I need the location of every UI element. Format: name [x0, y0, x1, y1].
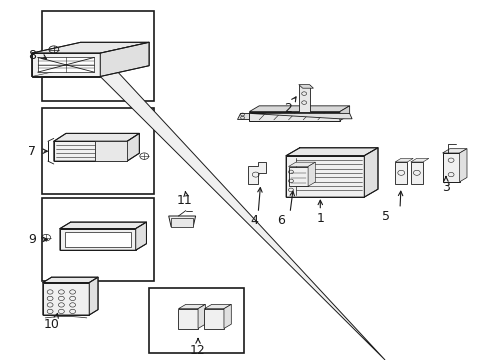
Text: 3: 3	[441, 181, 449, 194]
Text: 1: 1	[316, 212, 324, 225]
Polygon shape	[285, 148, 377, 156]
Polygon shape	[204, 304, 231, 309]
Polygon shape	[459, 149, 466, 182]
Polygon shape	[198, 304, 205, 328]
Polygon shape	[249, 113, 351, 119]
Polygon shape	[54, 141, 127, 161]
Polygon shape	[95, 141, 127, 161]
Polygon shape	[224, 304, 231, 328]
Polygon shape	[178, 304, 205, 309]
Polygon shape	[442, 149, 466, 153]
Polygon shape	[249, 106, 349, 112]
Polygon shape	[298, 85, 309, 112]
Polygon shape	[64, 232, 131, 247]
Polygon shape	[394, 162, 407, 184]
Text: 2: 2	[284, 102, 292, 114]
Text: 12: 12	[190, 344, 205, 357]
Polygon shape	[43, 277, 98, 283]
Polygon shape	[410, 162, 422, 184]
Polygon shape	[89, 277, 98, 315]
Polygon shape	[442, 153, 459, 182]
Polygon shape	[285, 156, 364, 197]
Polygon shape	[100, 42, 149, 77]
Polygon shape	[237, 113, 249, 119]
Polygon shape	[171, 218, 193, 227]
Bar	[41, 11, 154, 101]
Bar	[41, 108, 154, 194]
Polygon shape	[54, 134, 139, 141]
Polygon shape	[249, 112, 339, 121]
Polygon shape	[204, 309, 224, 328]
Text: 6: 6	[277, 214, 285, 227]
Polygon shape	[168, 216, 195, 227]
Text: 4: 4	[250, 214, 258, 227]
Polygon shape	[32, 53, 384, 360]
Bar	[149, 288, 244, 353]
Text: 5: 5	[382, 210, 389, 222]
Text: 11: 11	[177, 194, 192, 207]
Polygon shape	[339, 106, 349, 121]
Polygon shape	[38, 57, 94, 72]
Bar	[41, 198, 154, 281]
Polygon shape	[364, 148, 377, 197]
Polygon shape	[288, 166, 307, 186]
Text: 8: 8	[28, 49, 36, 62]
Polygon shape	[32, 42, 149, 53]
Polygon shape	[410, 158, 428, 162]
Polygon shape	[178, 309, 198, 328]
Polygon shape	[248, 162, 265, 184]
Text: 9: 9	[28, 233, 36, 246]
Polygon shape	[136, 222, 146, 250]
Polygon shape	[43, 283, 89, 315]
Polygon shape	[60, 222, 146, 229]
Text: 7: 7	[28, 145, 36, 158]
Polygon shape	[127, 134, 139, 161]
Polygon shape	[394, 158, 412, 162]
Polygon shape	[298, 85, 313, 88]
Polygon shape	[307, 162, 315, 186]
Polygon shape	[32, 53, 100, 77]
Polygon shape	[288, 162, 315, 166]
Text: 10: 10	[43, 318, 59, 331]
Polygon shape	[60, 229, 136, 250]
